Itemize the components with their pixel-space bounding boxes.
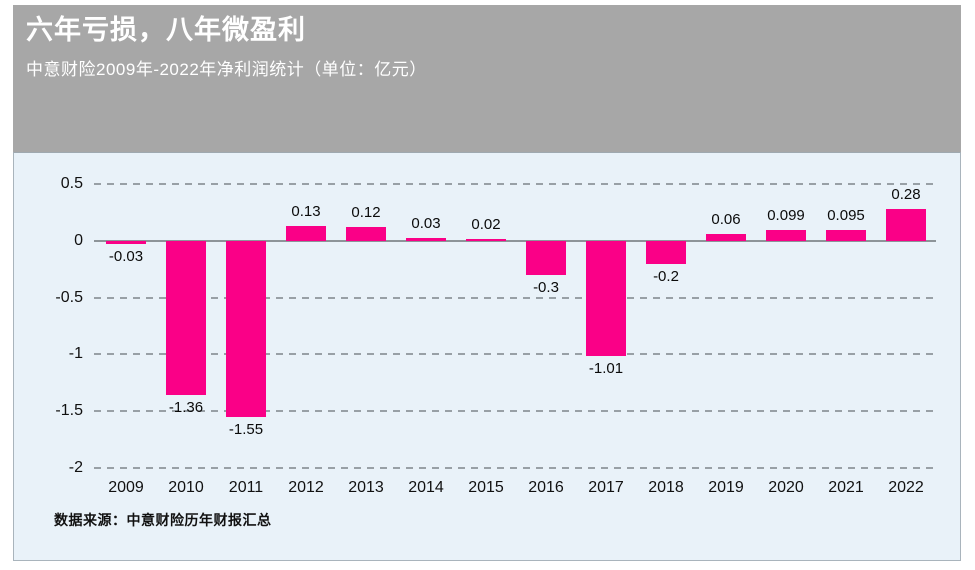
bar-value-label: -0.2 [653,267,679,285]
source-note: 数据来源：中意财险历年财报汇总 [54,512,272,528]
x-tick-label: 2021 [828,479,864,496]
chart-panel: 0.5 0 -0.5 -1 -1.5 -2 -0.03 2009 -1.36 2010 -1.55 2… [13,152,961,561]
bar-value-label: 0.02 [471,215,501,233]
gridline [94,183,936,186]
bar-2014 [406,237,446,241]
bar-2017 [586,241,626,356]
x-tick-label: 2012 [288,479,324,496]
bar-value-label: 0.28 [891,186,921,204]
y-tick-label: -1 [68,345,83,363]
chart-subtitle: 中意财险2009年-2022年净利润统计（单位：亿元） [26,59,427,79]
x-tick-label: 2010 [168,479,204,496]
bar-value-label: 0.099 [767,206,805,224]
chart-header: 六年亏损，八年微盈利 中意财险2009年-2022年净利润统计（单位：亿元） [13,5,961,152]
bar-value-label: 0.095 [827,207,865,225]
x-tick-label: 2018 [648,479,684,496]
bar-value-label: 0.12 [351,204,381,222]
x-tick-label: 2014 [408,479,444,496]
bar-value-label: -0.03 [108,248,144,266]
x-tick-label: 2016 [528,479,564,496]
x-tick-label: 2011 [228,479,264,496]
chart-card: 六年亏损，八年微盈利 中意财险2009年-2022年净利润统计（单位：亿元） 0… [13,5,961,561]
x-tick-label: 2009 [108,479,144,496]
gridline [94,296,936,299]
bar-value-label: 0.03 [411,214,441,232]
x-tick-label: 2013 [348,479,384,496]
gridline [94,409,936,412]
x-tick-label: 2019 [708,479,744,496]
bar-2018 [646,241,686,264]
bar-2015 [466,238,506,241]
bar-2011 [226,241,266,417]
y-tick-label: -2 [68,458,83,476]
x-tick-label: 2015 [468,479,504,496]
x-tick-label: 2020 [768,479,804,496]
bar-2012 [286,226,326,241]
x-tick-label: 2017 [588,479,624,496]
bar-value-label: -1.36 [168,399,204,417]
x-tick-label: 2022 [888,479,924,496]
bar-2019 [706,234,746,241]
y-tick-label: -1.5 [55,401,83,419]
bar-2021 [826,230,866,241]
bar-value-label: -1.01 [588,359,624,377]
bar-value-label: 0.13 [291,203,321,221]
bar-2016 [526,241,566,275]
y-tick-label: -0.5 [55,288,83,306]
y-tick-label: 0.5 [60,175,83,193]
bar-2009 [106,241,146,245]
bar-value-label: -1.55 [228,420,264,438]
chart-title: 六年亏损，八年微盈利 [26,15,306,45]
bar-value-label: -0.3 [533,279,559,296]
bar-2020 [766,229,806,241]
zero-line [94,240,936,242]
bar-2022 [886,209,926,241]
y-tick-label: 0 [74,232,83,249]
gridline [94,466,936,469]
bar-value-label: 0.06 [711,211,741,229]
bar-2010 [166,241,206,396]
gridline [94,353,936,356]
plot-area: 0.5 0 -0.5 -1 -1.5 -2 -0.03 2009 -1.36 2010 -1.55 2… [14,153,960,560]
bar-2013 [346,227,386,241]
